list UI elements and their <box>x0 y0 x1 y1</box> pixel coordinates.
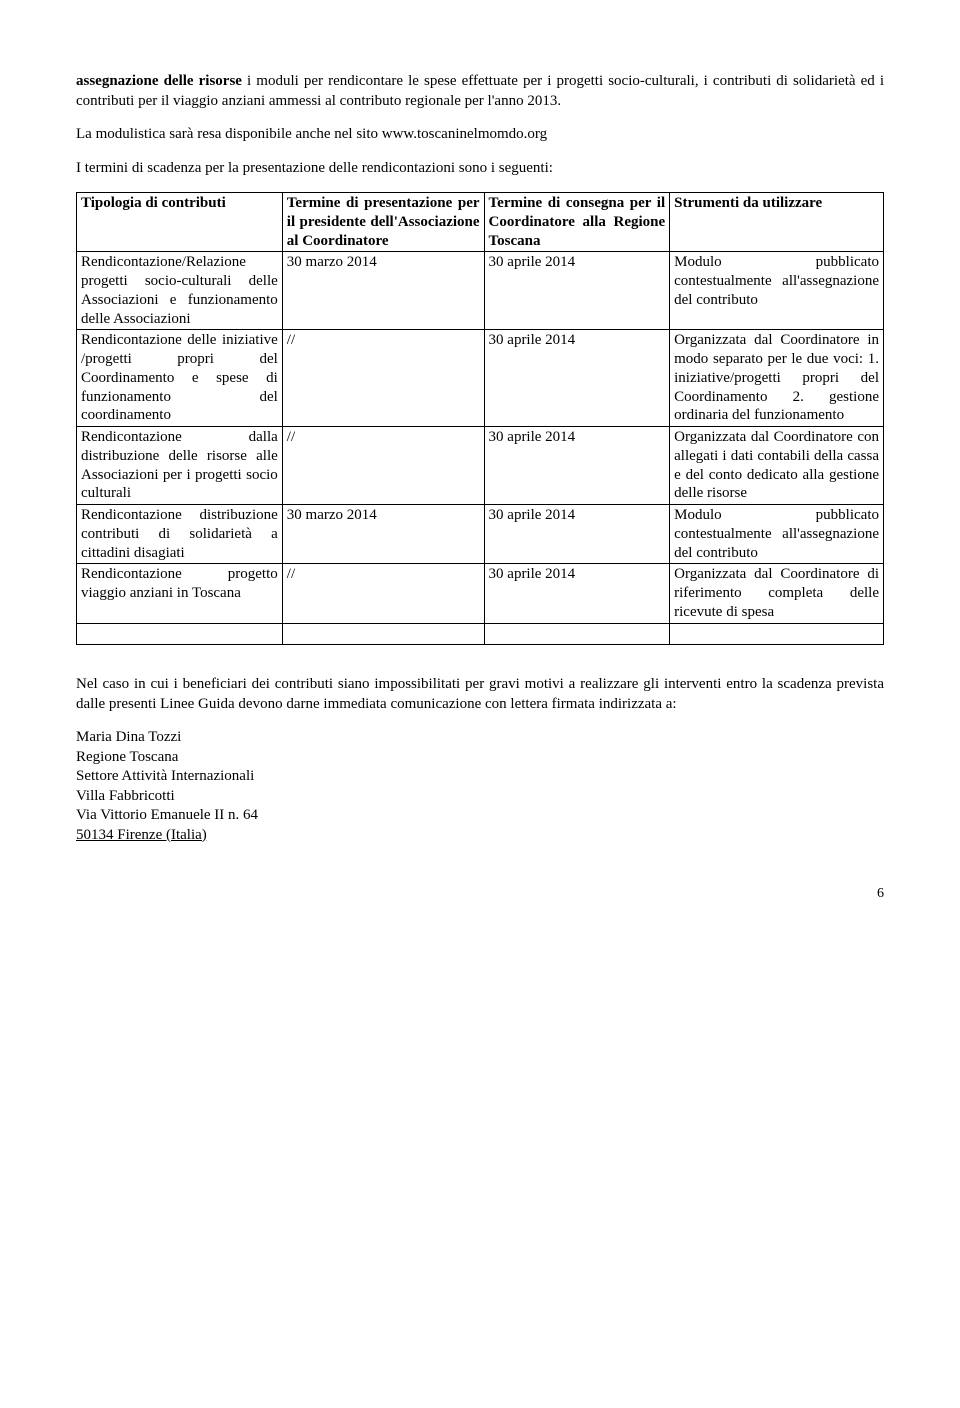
intro-paragraph-3: I termini di scadenza per la presentazio… <box>76 159 884 179</box>
cell-termine-cons: 30 aprile 2014 <box>484 427 670 505</box>
deadlines-table: Tipologia di contributi Termine di prese… <box>76 192 884 645</box>
address-region: Regione Toscana <box>76 748 884 768</box>
cell-strumenti: Modulo pubblicato contestualmente all'as… <box>670 252 884 330</box>
address-name: Maria Dina Tozzi <box>76 728 884 748</box>
cell-termine-cons: 30 aprile 2014 <box>484 505 670 564</box>
intro-paragraph-1: assegnazione delle risorse i moduli per … <box>76 72 884 111</box>
after-paragraph: Nel caso in cui i beneficiari dei contri… <box>76 675 884 714</box>
address-settore: Settore Attività Internazionali <box>76 767 884 787</box>
cell-termine-cons: 30 aprile 2014 <box>484 330 670 427</box>
cell-termine-pres: // <box>282 330 484 427</box>
cell-empty <box>282 623 484 645</box>
cell-termine-pres: 30 marzo 2014 <box>282 252 484 330</box>
table-row: Rendicontazione dalla distribuzione dell… <box>77 427 884 505</box>
cell-strumenti: Organizzata dal Coordinatore con allegat… <box>670 427 884 505</box>
table-row: Rendicontazione progetto viaggio anziani… <box>77 564 884 623</box>
table-row: Rendicontazione delle iniziative /proget… <box>77 330 884 427</box>
table-header-row: Tipologia di contributi Termine di prese… <box>77 193 884 252</box>
table-row-empty <box>77 623 884 645</box>
cell-termine-pres: // <box>282 564 484 623</box>
cell-tipologia: Rendicontazione progetto viaggio anziani… <box>77 564 283 623</box>
header-termine-cons: Termine di consegna per il Coordinatore … <box>484 193 670 252</box>
cell-strumenti: Organizzata dal Coordinatore di riferime… <box>670 564 884 623</box>
table-row: Rendicontazione distribuzione contributi… <box>77 505 884 564</box>
address-villa: Villa Fabbricotti <box>76 787 884 807</box>
page-number: 6 <box>76 885 884 903</box>
cell-strumenti: Organizzata dal Coordinatore in modo sep… <box>670 330 884 427</box>
intro-paragraph-2: La modulistica sarà resa disponibile anc… <box>76 125 884 145</box>
address-street: Via Vittorio Emanuele II n. 64 <box>76 806 884 826</box>
header-strumenti: Strumenti da utilizzare <box>670 193 884 252</box>
cell-strumenti: Modulo pubblicato contestualmente all'as… <box>670 505 884 564</box>
cell-termine-pres: 30 marzo 2014 <box>282 505 484 564</box>
cell-tipologia: Rendicontazione/Relazione progetti socio… <box>77 252 283 330</box>
cell-termine-cons: 30 aprile 2014 <box>484 252 670 330</box>
header-termine-pres: Termine di presentazione per il presiden… <box>282 193 484 252</box>
address-city: 50134 Firenze (Italia) <box>76 826 884 846</box>
header-tipologia: Tipologia di contributi <box>77 193 283 252</box>
table-row: Rendicontazione/Relazione progetti socio… <box>77 252 884 330</box>
cell-tipologia: Rendicontazione distribuzione contributi… <box>77 505 283 564</box>
cell-empty <box>77 623 283 645</box>
cell-tipologia: Rendicontazione delle iniziative /proget… <box>77 330 283 427</box>
cell-empty <box>670 623 884 645</box>
cell-empty <box>484 623 670 645</box>
cell-tipologia: Rendicontazione dalla distribuzione dell… <box>77 427 283 505</box>
cell-termine-cons: 30 aprile 2014 <box>484 564 670 623</box>
cell-termine-pres: // <box>282 427 484 505</box>
